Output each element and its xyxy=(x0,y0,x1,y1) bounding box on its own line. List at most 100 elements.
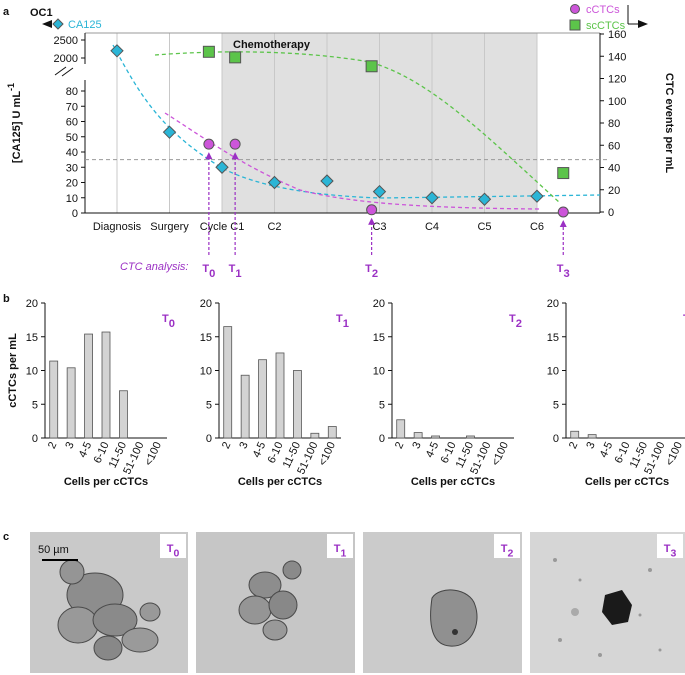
y-tick-label: 10 xyxy=(66,193,78,205)
x-tick-label: Surgery xyxy=(150,221,189,233)
panel-c: T0 T1 T2 T3 xyxy=(160,534,683,560)
data-point xyxy=(530,189,544,203)
bar xyxy=(431,435,440,439)
bar xyxy=(310,432,320,439)
x-tick-label: 2 xyxy=(220,440,233,451)
y-tick-label: 0 xyxy=(72,208,78,220)
timepoint-subscript: 2 xyxy=(507,548,513,560)
y-tick-label: 50 xyxy=(66,132,78,144)
y-tick-label: 20 xyxy=(200,298,212,310)
tag-box xyxy=(327,534,353,558)
legend-marker xyxy=(569,19,581,31)
legend-label: CA125 xyxy=(68,19,102,31)
bar xyxy=(66,367,76,439)
x-tick-label: 4-5 xyxy=(424,440,442,459)
x-tick-label: Cycle C1 xyxy=(200,221,245,233)
y2-tick-label: 100 xyxy=(608,96,626,108)
panel-label: b xyxy=(3,293,10,305)
scale-bar-label: 50 µm xyxy=(38,544,69,556)
timepoint-letter: T xyxy=(365,263,372,275)
legend-label: scCTCs xyxy=(586,20,626,32)
y-tick-label: 40 xyxy=(66,147,78,159)
analysis-arrowhead xyxy=(368,217,376,225)
timepoint-letter: T xyxy=(162,313,169,325)
timepoint-subscript: 2 xyxy=(372,268,378,280)
bar xyxy=(293,370,302,439)
bar xyxy=(413,432,423,439)
x-axis-title: Cells per cCTCs xyxy=(238,476,322,488)
y2-tick-label: 80 xyxy=(608,118,620,130)
timepoint-subscript: 3 xyxy=(564,268,570,280)
bar xyxy=(275,352,285,439)
data-point xyxy=(320,174,334,188)
analysis-arrowhead xyxy=(559,220,567,227)
y-tick-label: 2500 xyxy=(54,35,78,47)
x-tick-label: 4-5 xyxy=(251,440,269,459)
panel-label: a xyxy=(3,6,10,18)
timepoint-letter: T xyxy=(501,543,508,555)
y2-tick-label: 0 xyxy=(608,207,614,219)
ctc-analysis-label: CTC analysis: xyxy=(120,261,188,273)
tag-box xyxy=(657,534,683,558)
y-axis-title-text: [CA125] U mL xyxy=(11,91,23,163)
timepoint-subscript: 1 xyxy=(343,318,349,330)
y2-tick-label: 60 xyxy=(608,140,620,152)
tag-box xyxy=(160,534,186,558)
y2-tick-label: 140 xyxy=(608,51,626,63)
y-tick-label: 20 xyxy=(66,178,78,190)
x-tick-label: 2 xyxy=(393,440,406,451)
y2-tick-label: 160 xyxy=(608,29,626,41)
bar xyxy=(327,426,337,439)
x-axis-title: Cells per cCTCs xyxy=(64,476,148,488)
y-tick-label: 10 xyxy=(373,366,385,378)
timepoint-label: T1 xyxy=(334,543,347,560)
x-tick-label: <100 xyxy=(317,440,338,468)
data-point xyxy=(557,167,570,180)
y-tick-label: 0 xyxy=(32,433,38,445)
axis-arrow xyxy=(42,20,52,28)
tag-box xyxy=(494,534,520,558)
data-point xyxy=(477,192,492,206)
axis-break xyxy=(54,66,67,76)
timepoint-label: T1 xyxy=(229,263,242,280)
ca125-trend xyxy=(112,44,601,199)
bar xyxy=(101,331,111,439)
y-tick-label: 5 xyxy=(32,399,38,411)
x-tick-label: 4-5 xyxy=(598,440,616,459)
timepoint-subscript: 0 xyxy=(209,268,215,280)
timepoint-letter: T xyxy=(167,543,174,555)
x-tick-label: 3 xyxy=(410,440,423,451)
y-tick-label: 10 xyxy=(200,366,212,378)
bar xyxy=(49,360,59,439)
legend-marker xyxy=(570,4,580,14)
y-tick-label: 0 xyxy=(206,433,212,445)
y-tick-label: 20 xyxy=(547,298,559,310)
panel-a: 0 10 20 30 40 50 60 70 80 2000 2500 0 20 40 60 80 100 120… xyxy=(6,29,675,273)
y-tick-label: 10 xyxy=(547,366,559,378)
timepoint-letter: T xyxy=(229,263,236,275)
data-point xyxy=(162,125,177,139)
y2-tick-label: 20 xyxy=(608,185,620,197)
bar xyxy=(240,374,250,439)
timepoint-subscript: 0 xyxy=(169,318,175,330)
timepoint-subscript: 1 xyxy=(235,268,241,280)
y-tick-label: 20 xyxy=(26,298,38,310)
y-tick-label: 0 xyxy=(379,433,385,445)
data-point xyxy=(365,60,378,73)
y-axis-title-sup: -1 xyxy=(6,83,16,91)
timepoint-label: T0 xyxy=(202,263,215,280)
legend-label: cCTCs xyxy=(586,4,620,16)
data-point xyxy=(202,45,215,58)
timepoint-letter: T xyxy=(202,263,209,275)
y-tick-label: 15 xyxy=(373,332,385,344)
timepoint-letter: T xyxy=(336,313,343,325)
x-tick-label: <100 xyxy=(143,440,164,468)
timepoint-letter: T xyxy=(683,313,685,325)
analysis-arrowhead xyxy=(205,152,213,160)
y-tick-label: 5 xyxy=(379,399,385,411)
y2-tick-label: 120 xyxy=(608,74,626,86)
y-tick-label: 15 xyxy=(200,332,212,344)
patient-id: OC1 xyxy=(30,7,53,19)
legend-marker xyxy=(52,18,64,30)
